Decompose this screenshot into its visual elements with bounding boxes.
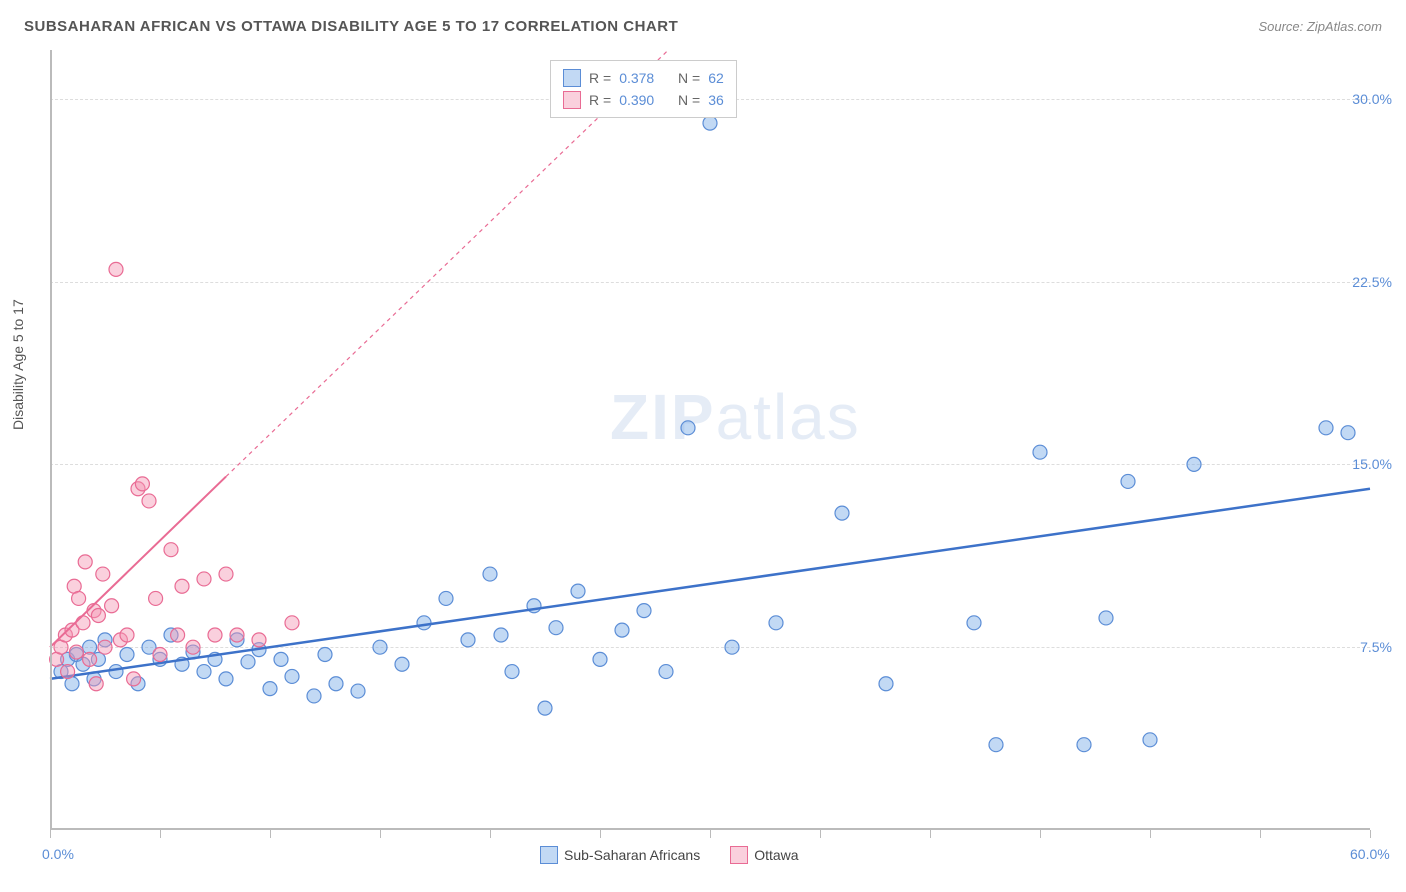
r-value: 0.378 xyxy=(619,70,654,86)
chart-area xyxy=(50,50,1370,830)
legend-row-series-2: R = 0.390 N = 36 xyxy=(563,89,724,111)
legend-swatch-blue xyxy=(563,69,581,87)
n-label: N = xyxy=(678,92,700,108)
xtick xyxy=(1040,830,1041,838)
n-label: N = xyxy=(678,70,700,86)
legend-item-subsaharan: Sub-Saharan Africans xyxy=(540,846,700,864)
xtick xyxy=(930,830,931,838)
xtick xyxy=(820,830,821,838)
source-attribution: Source: ZipAtlas.com xyxy=(1258,19,1382,34)
xtick xyxy=(600,830,601,838)
y-axis-label: Disability Age 5 to 17 xyxy=(10,299,26,430)
correlation-legend: R = 0.378 N = 62 R = 0.390 N = 36 xyxy=(550,60,737,118)
xtick xyxy=(490,830,491,838)
n-value: 62 xyxy=(708,70,724,86)
r-value: 0.390 xyxy=(619,92,654,108)
chart-title: SUBSAHARAN AFRICAN VS OTTAWA DISABILITY … xyxy=(24,18,678,35)
n-value: 36 xyxy=(708,92,724,108)
r-label: R = xyxy=(589,70,611,86)
xtick-label: 60.0% xyxy=(1350,846,1390,862)
xtick xyxy=(710,830,711,838)
xtick xyxy=(1370,830,1371,838)
source-prefix: Source: xyxy=(1258,19,1306,34)
legend-label: Ottawa xyxy=(754,847,798,863)
legend-swatch-pink xyxy=(563,91,581,109)
xtick xyxy=(160,830,161,838)
source-name: ZipAtlas.com xyxy=(1307,19,1382,34)
legend-row-series-1: R = 0.378 N = 62 xyxy=(563,67,724,89)
xtick xyxy=(50,830,51,838)
legend-item-ottawa: Ottawa xyxy=(730,846,798,864)
xtick xyxy=(270,830,271,838)
chart-header: SUBSAHARAN AFRICAN VS OTTAWA DISABILITY … xyxy=(24,18,1382,35)
r-label: R = xyxy=(589,92,611,108)
xtick xyxy=(1260,830,1261,838)
xtick xyxy=(1150,830,1151,838)
legend-label: Sub-Saharan Africans xyxy=(564,847,700,863)
legend-swatch-pink xyxy=(730,846,748,864)
plot-frame xyxy=(50,50,1370,830)
xtick xyxy=(380,830,381,838)
series-legend: Sub-Saharan Africans Ottawa xyxy=(540,846,799,864)
legend-swatch-blue xyxy=(540,846,558,864)
xtick-label: 0.0% xyxy=(42,846,74,862)
